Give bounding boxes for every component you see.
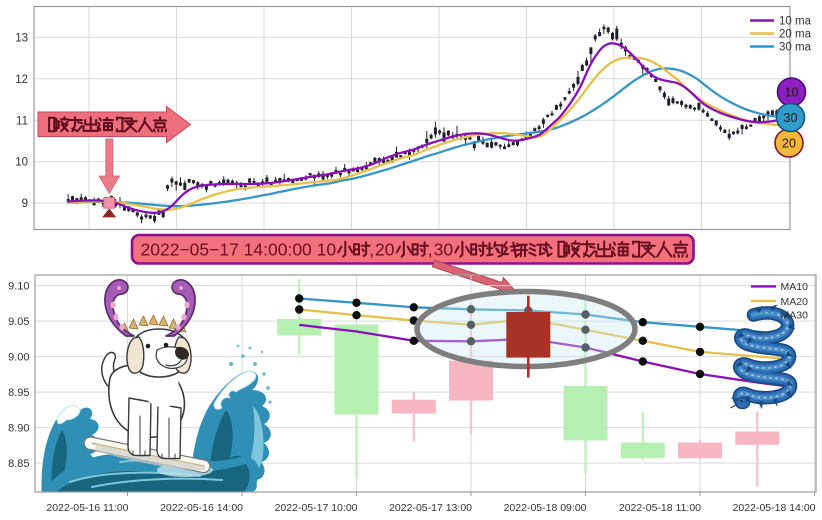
svg-text:MA30: MA30 bbox=[781, 309, 809, 321]
svg-text:30: 30 bbox=[434, 240, 454, 260]
svg-text:9.10: 9.10 bbox=[8, 280, 29, 292]
svg-text:8.95: 8.95 bbox=[8, 387, 29, 399]
svg-text:2022-05-16 14:00: 2022-05-16 14:00 bbox=[160, 502, 243, 514]
svg-text:2022-05-18 14:00: 2022-05-18 14:00 bbox=[733, 502, 816, 514]
svg-text:20 ma: 20 ma bbox=[779, 29, 812, 41]
svg-text:2022-05-16 11:00: 2022-05-16 11:00 bbox=[46, 502, 128, 514]
svg-text:10: 10 bbox=[785, 86, 799, 100]
svg-text:11: 11 bbox=[16, 115, 28, 127]
svg-text:MA10: MA10 bbox=[781, 281, 809, 293]
svg-text:,: , bbox=[369, 240, 374, 260]
svg-text:2022−05−17 14:00:00 10: 2022−05−17 14:00:00 10 bbox=[141, 240, 337, 260]
svg-text:8.90: 8.90 bbox=[8, 422, 29, 434]
svg-text:8.85: 8.85 bbox=[8, 458, 29, 470]
svg-text:9.05: 9.05 bbox=[8, 316, 29, 328]
svg-text:MA20: MA20 bbox=[781, 296, 809, 308]
svg-text:,: , bbox=[428, 240, 433, 260]
svg-text:2022-05-17 10:00: 2022-05-17 10:00 bbox=[275, 502, 358, 514]
svg-text:30 ma: 30 ma bbox=[779, 42, 812, 54]
svg-text:13: 13 bbox=[15, 32, 28, 44]
svg-text:12: 12 bbox=[15, 74, 28, 86]
svg-text:2022-05-18 11:00: 2022-05-18 11:00 bbox=[619, 502, 701, 514]
svg-text:2022-05-18 09:00: 2022-05-18 09:00 bbox=[504, 502, 587, 514]
svg-text:30: 30 bbox=[784, 111, 798, 125]
svg-text:20: 20 bbox=[782, 137, 796, 151]
svg-text:10 ma: 10 ma bbox=[779, 16, 812, 28]
svg-text:10: 10 bbox=[15, 157, 28, 169]
svg-text:20: 20 bbox=[375, 240, 395, 260]
svg-text:2022-05-17 13:00: 2022-05-17 13:00 bbox=[389, 502, 472, 514]
svg-text:9.00: 9.00 bbox=[8, 351, 29, 363]
svg-text:9: 9 bbox=[22, 198, 28, 210]
